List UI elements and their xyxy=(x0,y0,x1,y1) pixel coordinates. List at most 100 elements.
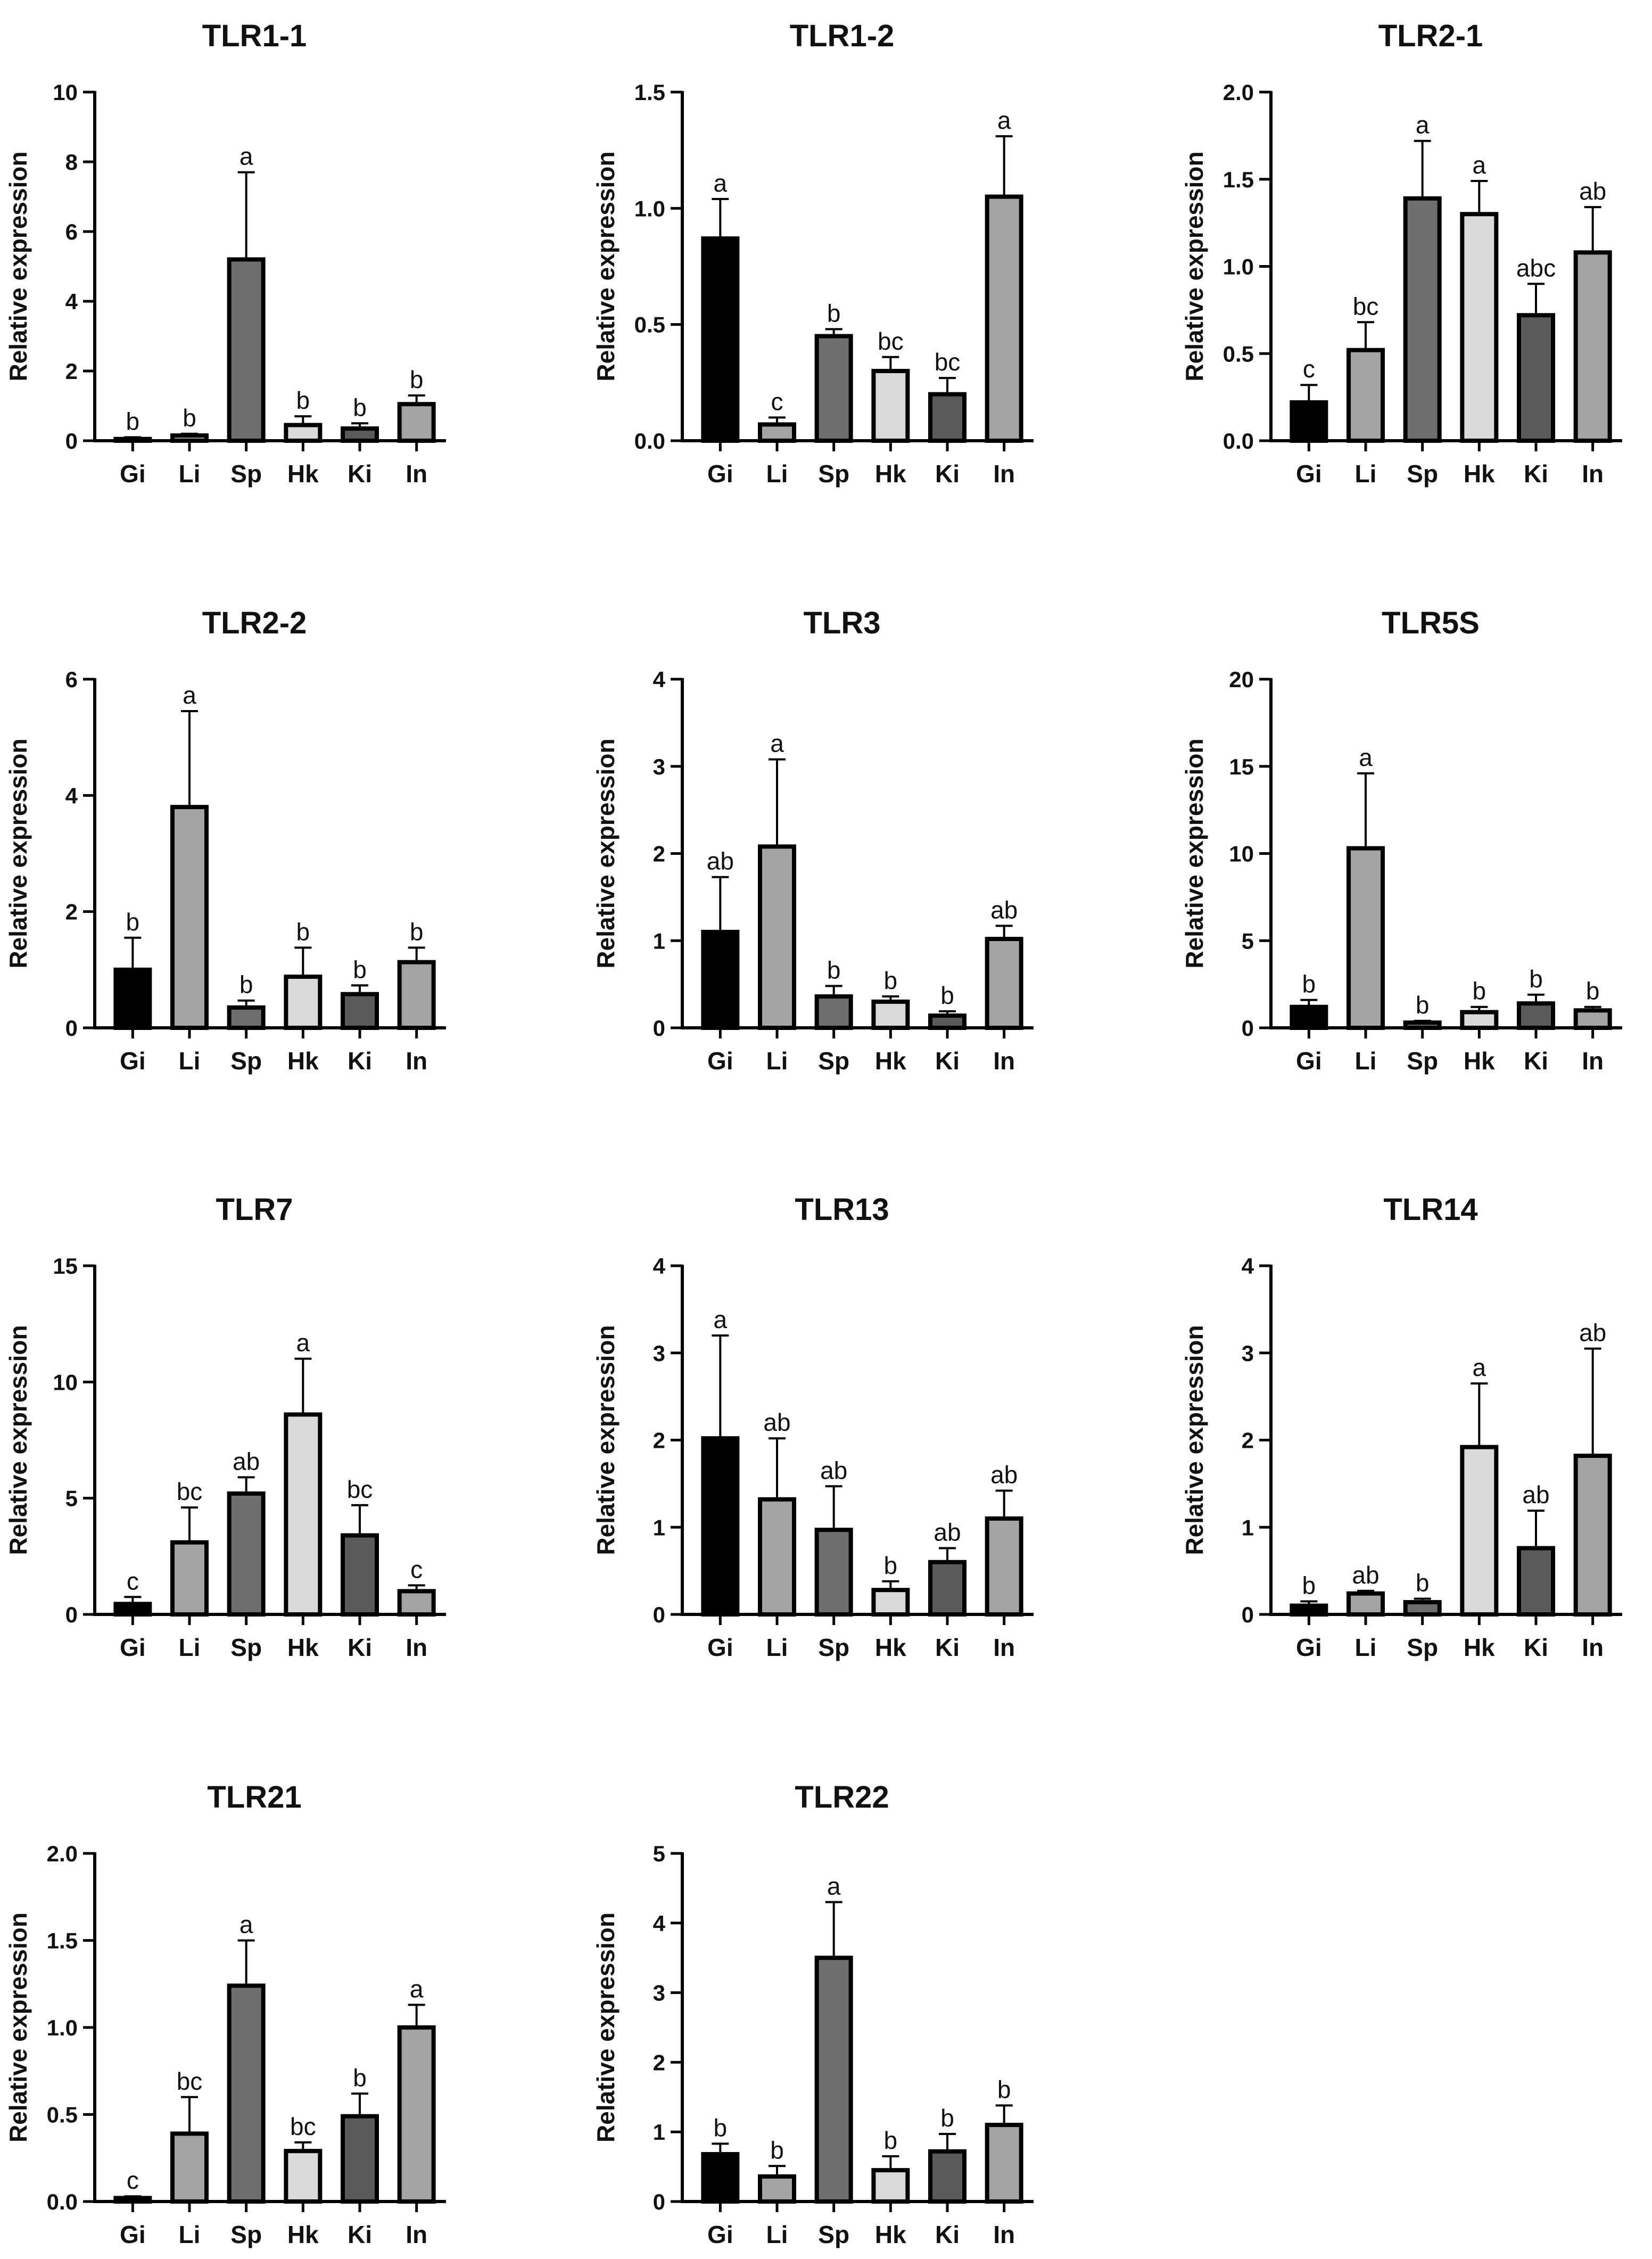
x-tick-label: In xyxy=(406,1634,427,1661)
significance-letter: ab xyxy=(1352,1561,1379,1589)
bar xyxy=(928,1013,967,1030)
significance-letter: a xyxy=(1473,151,1486,179)
y-tick-label: 0 xyxy=(65,428,78,454)
significance-letter: b xyxy=(997,2075,1011,2103)
significance-letter: bc xyxy=(177,2067,203,2095)
x-tick-label: Ki xyxy=(348,1634,372,1661)
bar xyxy=(985,194,1023,443)
significance-letter: a xyxy=(714,169,728,197)
significance-letter: bc xyxy=(290,2113,316,2140)
significance-letter: a xyxy=(1359,744,1373,771)
y-tick-label: 2 xyxy=(653,842,665,867)
significance-letter: b xyxy=(410,366,424,393)
x-tick-label: In xyxy=(993,2221,1015,2248)
significance-letter: b xyxy=(353,2064,367,2091)
significance-letter: b xyxy=(940,982,954,1009)
x-tick-label: Sp xyxy=(818,1634,849,1661)
bar xyxy=(113,1602,152,1617)
significance-letter: a xyxy=(827,1873,841,1900)
bar xyxy=(928,1560,967,1617)
y-tick-label: 1.5 xyxy=(1223,167,1254,192)
x-tick-label: Ki xyxy=(1524,1047,1548,1075)
y-tick-label: 0.5 xyxy=(634,312,665,337)
y-tick-label: 2.0 xyxy=(1223,80,1254,105)
bar xyxy=(701,2152,740,2204)
significance-letter: bc xyxy=(1353,292,1379,320)
y-tick-label: 0 xyxy=(653,2189,665,2214)
significance-letter: a xyxy=(239,1911,253,1939)
significance-letter: a xyxy=(183,681,196,709)
chart-title: TLR3 xyxy=(804,606,881,640)
bar xyxy=(341,2114,379,2204)
significance-letter: b xyxy=(126,407,140,435)
y-tick-label: 2 xyxy=(65,359,78,384)
significance-letter: b xyxy=(353,955,367,983)
bar xyxy=(227,257,266,443)
bar xyxy=(871,999,910,1030)
bar xyxy=(284,974,323,1030)
x-tick-label: Gi xyxy=(707,2221,733,2248)
x-tick-label: Ki xyxy=(1524,460,1548,488)
y-tick-label: 2 xyxy=(1242,1428,1254,1453)
x-tick-label: Li xyxy=(179,460,201,488)
bar xyxy=(341,992,379,1030)
bar xyxy=(1290,400,1328,443)
significance-letter: bc xyxy=(935,348,961,376)
x-tick-label: In xyxy=(993,1047,1015,1075)
y-tick-label: 2 xyxy=(653,1428,665,1453)
chart-panel: TLR1-2 Relative expression 0.0 0.5 1.0 1.5 Gi a… xyxy=(592,19,1034,488)
significance-letter: c xyxy=(1303,355,1315,383)
y-axis-label: Relative expression xyxy=(1180,738,1208,968)
y-tick-label: 8 xyxy=(65,150,78,175)
significance-letter: ab xyxy=(990,1461,1018,1488)
y-tick-label: 4 xyxy=(65,289,78,314)
bar xyxy=(284,1412,323,1617)
x-tick-label: Gi xyxy=(120,2221,146,2248)
x-tick-label: Ki xyxy=(935,1634,960,1661)
significance-letter: a xyxy=(239,143,253,170)
x-tick-label: Hk xyxy=(287,1047,319,1075)
significance-letter: a xyxy=(410,1975,424,2002)
chart-title: TLR2-1 xyxy=(1378,19,1483,53)
bar xyxy=(170,1540,209,1617)
y-tick-label: 0.0 xyxy=(1223,428,1254,454)
y-tick-label: 1.0 xyxy=(634,196,665,221)
y-axis-label: Relative expression xyxy=(592,738,620,968)
significance-letter: c xyxy=(127,2166,139,2194)
chart-panel: TLR22 Relative expression 0 1 2 3 4 5 Gi b Li b Sp a H… xyxy=(592,1780,1034,2248)
significance-letter: b xyxy=(714,2114,728,2141)
y-axis-label: Relative expression xyxy=(4,738,32,968)
y-tick-label: 1.5 xyxy=(634,80,665,105)
significance-letter: ab xyxy=(934,1519,961,1546)
x-tick-label: Li xyxy=(766,2221,788,2248)
y-tick-label: 1.0 xyxy=(1223,254,1254,279)
bar xyxy=(1573,1008,1612,1030)
bar xyxy=(397,402,436,443)
y-tick-label: 10 xyxy=(53,80,78,105)
bar xyxy=(1290,1603,1328,1617)
significance-letter: c xyxy=(410,1555,423,1583)
x-tick-label: Sp xyxy=(230,460,262,488)
y-tick-label: 15 xyxy=(1229,754,1254,779)
chart-panel: TLR5S Relative expression 0 5 10 15 20 Gi b Li a Sp… xyxy=(1180,606,1622,1075)
bar xyxy=(871,1588,910,1617)
chart-title: TLR1-2 xyxy=(790,19,895,53)
x-tick-label: Hk xyxy=(1464,1047,1495,1075)
bar xyxy=(1403,1600,1442,1617)
significance-letter: b xyxy=(827,956,841,984)
bar xyxy=(1403,196,1442,443)
y-tick-label: 5 xyxy=(653,1841,665,1866)
x-tick-label: Sp xyxy=(1407,460,1438,488)
bar xyxy=(397,1589,436,1617)
significance-letter: b xyxy=(1416,991,1430,1019)
bar xyxy=(397,960,436,1030)
x-tick-label: Gi xyxy=(120,1047,146,1075)
x-tick-label: Hk xyxy=(1464,460,1495,488)
bar xyxy=(113,436,152,443)
y-tick-label: 0.0 xyxy=(47,2189,78,2214)
bar xyxy=(1347,348,1385,443)
bar xyxy=(227,1983,266,2204)
x-tick-label: Li xyxy=(1355,460,1377,488)
significance-letter: ab xyxy=(1579,177,1606,205)
significance-letter: abc xyxy=(1516,254,1556,282)
